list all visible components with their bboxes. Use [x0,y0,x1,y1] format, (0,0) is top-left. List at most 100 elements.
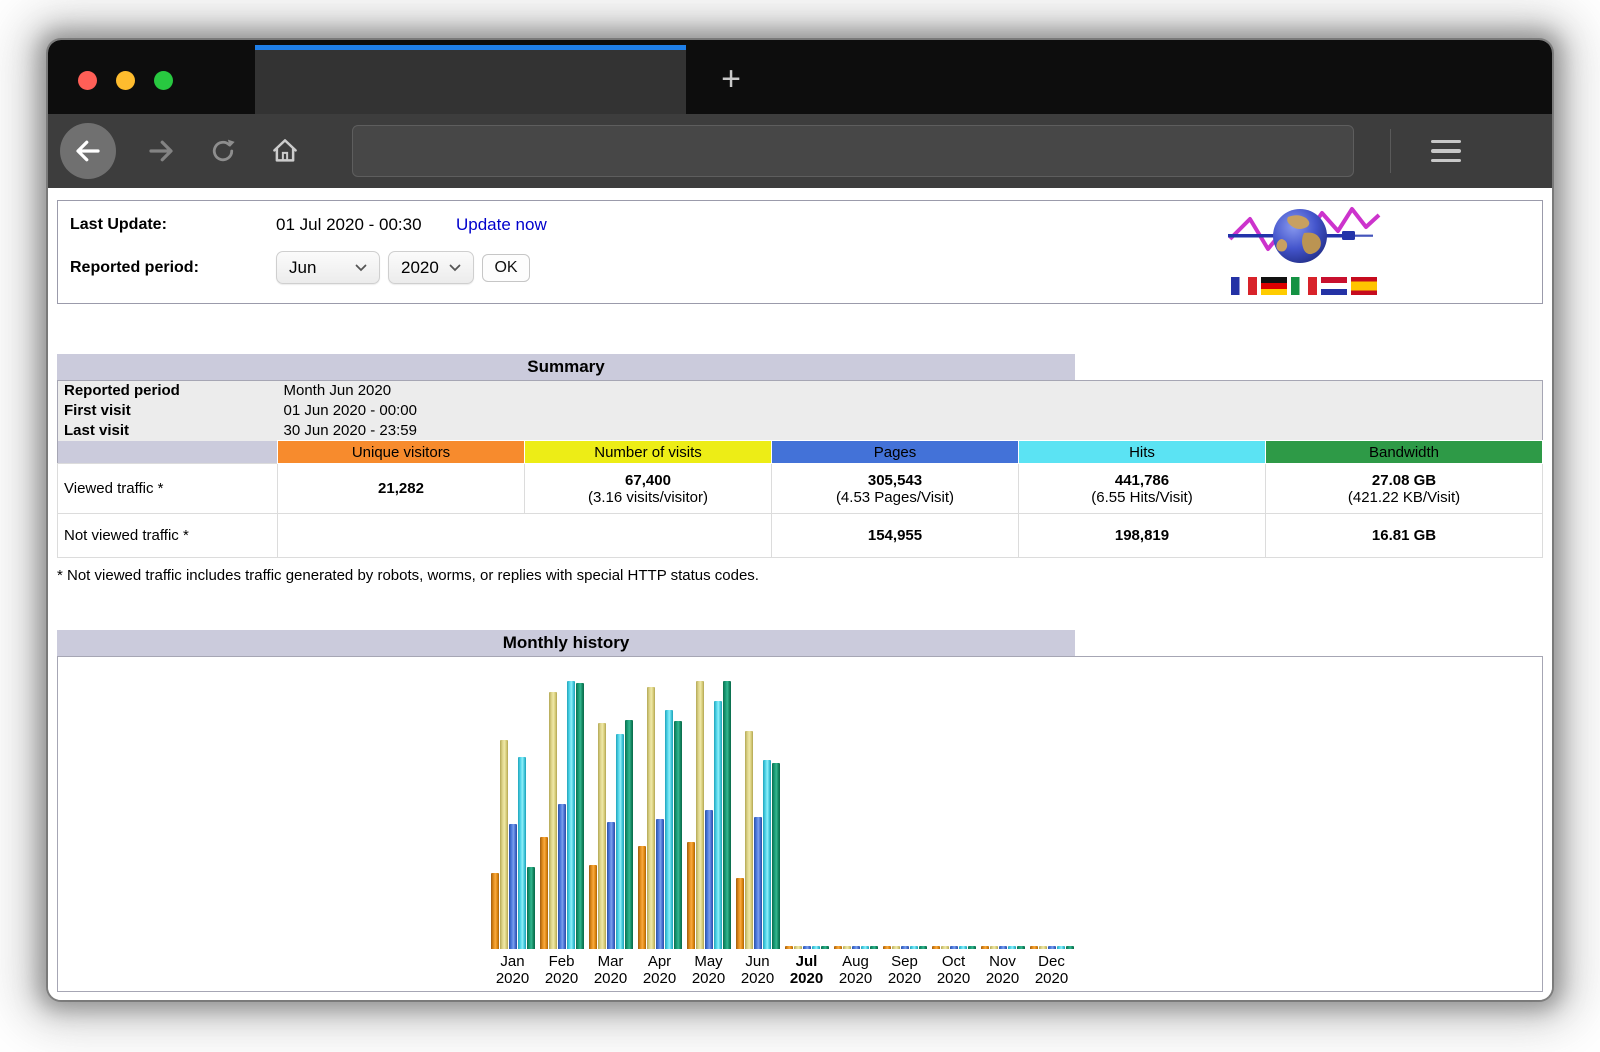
update-now-link[interactable]: Update now [456,215,547,234]
bar-pages [949,946,958,949]
x-axis-label: Sep 2020 [887,953,922,987]
url-bar[interactable] [352,125,1354,177]
not-viewed-traffic-row: Not viewed traffic * 154,955 198,819 16.… [57,513,1543,558]
x-axis-label: Oct 2020 [936,953,971,987]
chart-month-group: Feb 2020 [537,657,586,987]
bar-pages [557,804,566,949]
viewed-pages: 305,543 (4.53 Pages/Visit) [771,463,1019,514]
bar-bandwidth_gb [526,867,535,949]
hamburger-icon [1431,139,1461,144]
flag-germany-icon[interactable] [1261,277,1287,295]
chart-month-group: Nov 2020 [978,657,1027,987]
bar-pages [606,822,615,949]
chart-month-group: Jun 2020 [733,657,782,987]
bar-unique_visitors [1029,946,1038,949]
minimize-window-icon[interactable] [116,71,135,90]
bar-hits [811,946,820,949]
chart-month-group: Jan 2020 [488,657,537,987]
last-update-value: 01 Jul 2020 - 00:30 [276,215,422,234]
bar-cluster [686,657,731,949]
flag-italy-icon[interactable] [1291,277,1317,295]
col-header-bandwidth: Bandwidth [1265,440,1543,464]
year-select[interactable]: 2020 [388,251,474,284]
viewed-bandwidth: 27.08 GB (421.22 KB/Visit) [1265,463,1543,514]
reported-period-val: Month Jun 2020 [277,380,1543,401]
reported-period-key: Reported period [57,380,278,401]
reported-period-label: Reported period: [70,258,199,276]
bar-visits [842,946,851,949]
bar-visits [940,946,949,949]
close-window-icon[interactable] [78,71,97,90]
bar-visits [695,681,704,949]
viewed-visits: 67,400 (3.16 visits/visitor) [524,463,772,514]
new-tab-button[interactable]: + [698,45,764,114]
flag-netherlands-icon[interactable] [1321,277,1347,295]
home-button[interactable] [268,134,302,168]
bar-unique_visitors [931,946,940,949]
summary-table: Reported period Month Jun 2020 First vis… [57,380,1543,558]
chart-month-group: May 2020 [684,657,733,987]
bar-hits [860,946,869,949]
bar-hits [517,757,526,949]
last-update-label: Last Update: [70,216,167,233]
bar-unique_visitors [784,946,793,949]
table-row: First visit 01 Jun 2020 - 00:00 [57,400,1543,421]
bar-bandwidth_gb [967,946,976,949]
awstats-page: Last Update: 01 Jul 2020 - 00:30 Update … [48,188,1552,1000]
bar-pages [704,810,713,949]
bar-pages [1047,946,1056,949]
bar-visits [989,946,998,949]
year-select-value: 2020 [401,257,439,277]
monthly-history-chart: Jan 2020 Feb 2020 Mar 2020 Apr 2020 May 2020 Jun 20… [57,656,1543,992]
flag-france-icon[interactable] [1231,277,1257,295]
maximize-window-icon[interactable] [154,71,173,90]
bar-bandwidth_gb [771,763,780,949]
bar-bandwidth_gb [820,946,829,949]
col-header-unique-visitors: Unique visitors [277,440,525,464]
active-tab[interactable] [255,45,686,114]
last-visit-val: 30 Jun 2020 - 23:59 [277,420,1543,441]
awstats-globe-logo-icon [1228,207,1381,263]
bar-hits [566,681,575,949]
bar-cluster [784,657,829,949]
flag-spain-icon[interactable] [1351,277,1377,295]
bar-cluster [833,657,878,949]
bar-bandwidth_gb [1016,946,1025,949]
summary-column-headers: Unique visitors Number of visits Pages H… [57,440,1543,464]
bar-bandwidth_gb [673,721,682,949]
bar-unique_visitors [637,846,646,949]
x-axis-label: Aug 2020 [838,953,873,987]
ok-button[interactable]: OK [482,253,530,282]
bar-hits [713,701,722,949]
bar-unique_visitors [490,873,499,949]
x-axis-label: Nov 2020 [985,953,1020,987]
bar-visits [646,687,655,949]
x-axis-label: Jan 2020 [495,953,530,987]
not-viewed-empty-cell [277,513,772,558]
chart-month-group: Apr 2020 [635,657,684,987]
not-viewed-traffic-label: Not viewed traffic * [57,513,278,558]
bar-unique_visitors [882,946,891,949]
bar-bandwidth_gb [624,720,633,949]
bar-cluster [637,657,682,949]
bar-pages [900,946,909,949]
chart-month-group: Oct 2020 [929,657,978,987]
back-button[interactable] [60,123,116,179]
col-header-number-of-visits: Number of visits [524,440,772,464]
bar-hits [762,760,771,949]
bar-pages [851,946,860,949]
chart-groups: Jan 2020 Feb 2020 Mar 2020 Apr 2020 May 2020 Jun 20… [488,657,1076,987]
forward-button[interactable] [144,134,178,168]
last-update-row: Last Update: 01 Jul 2020 - 00:30 Update … [70,215,1530,235]
viewed-traffic-row: Viewed traffic * 21,282 67,400 (3.16 visi… [57,463,1543,514]
chart-month-group: Dec 2020 [1027,657,1076,987]
bar-unique_visitors [735,878,744,949]
monthly-history-section-title: Monthly history [57,630,1075,656]
bar-unique_visitors [539,837,548,949]
chart-month-group: Sep 2020 [880,657,929,987]
menu-button[interactable] [1431,139,1461,163]
month-select[interactable]: Jun [276,251,380,284]
not-viewed-hits: 198,819 [1018,513,1266,558]
reload-button[interactable] [206,134,240,168]
month-select-value: Jun [289,257,317,277]
